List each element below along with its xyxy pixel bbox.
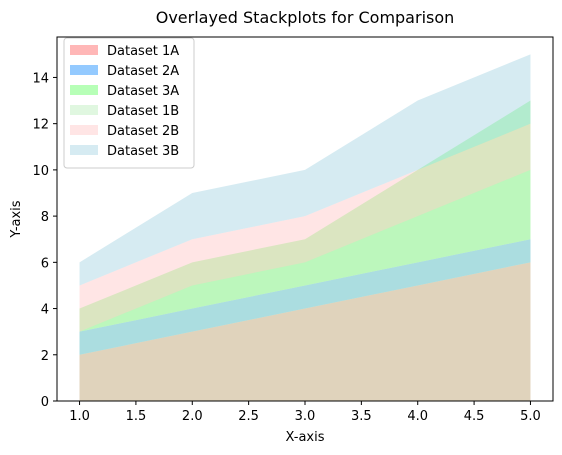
y-tick-label: 10 [32, 164, 49, 179]
y-tick-label: 8 [41, 210, 49, 225]
chart-title: Overlayed Stackplots for Comparison [156, 8, 455, 27]
y-tick-label: 2 [41, 349, 49, 364]
y-tick-label: 4 [41, 303, 49, 318]
area-dataset-2b [79, 123, 531, 332]
x-tick-label: 5.0 [520, 409, 541, 424]
legend-swatch [70, 105, 98, 115]
legend-swatch [70, 145, 98, 155]
plot-areas [79, 54, 531, 401]
x-tick-label: 3.0 [295, 409, 316, 424]
x-tick-label: 1.5 [126, 409, 147, 424]
legend-label: Dataset 2B [107, 124, 179, 139]
x-tick-label: 3.5 [351, 409, 372, 424]
legend-label: Dataset 1A [107, 44, 179, 59]
legend-label: Dataset 3A [107, 84, 179, 99]
legend-swatch [70, 125, 98, 135]
area-dataset-3b [79, 54, 531, 286]
legend: Dataset 1A Dataset 2A Dataset 3A Dataset 1B… [63, 37, 195, 169]
legend-swatch [70, 85, 98, 95]
x-axis-ticks: 1.0 1.5 2.0 2.5 3.0 3.5 4.0 4.5 5.0 [69, 401, 541, 424]
legend-label: Dataset 3B [107, 144, 179, 159]
y-tick-label: 12 [32, 118, 49, 133]
legend-swatch [70, 65, 98, 75]
x-axis-title: X-axis [286, 430, 325, 445]
y-axis-ticks: 0 2 4 6 8 10 12 14 [32, 71, 57, 410]
legend-swatch [70, 45, 98, 55]
area-dataset-1b [79, 169, 531, 401]
x-tick-label: 2.0 [182, 409, 203, 424]
y-tick-label: 14 [32, 71, 49, 86]
legend-label: Dataset 1B [107, 104, 179, 119]
x-tick-label: 4.0 [407, 409, 428, 424]
x-tick-label: 4.5 [464, 409, 485, 424]
x-tick-label: 2.5 [238, 409, 259, 424]
x-tick-label: 1.0 [69, 409, 90, 424]
y-tick-label: 6 [41, 256, 49, 271]
legend-label: Dataset 2A [107, 64, 179, 79]
y-axis-title: Y-axis [9, 200, 24, 238]
y-tick-label: 0 [41, 395, 49, 410]
